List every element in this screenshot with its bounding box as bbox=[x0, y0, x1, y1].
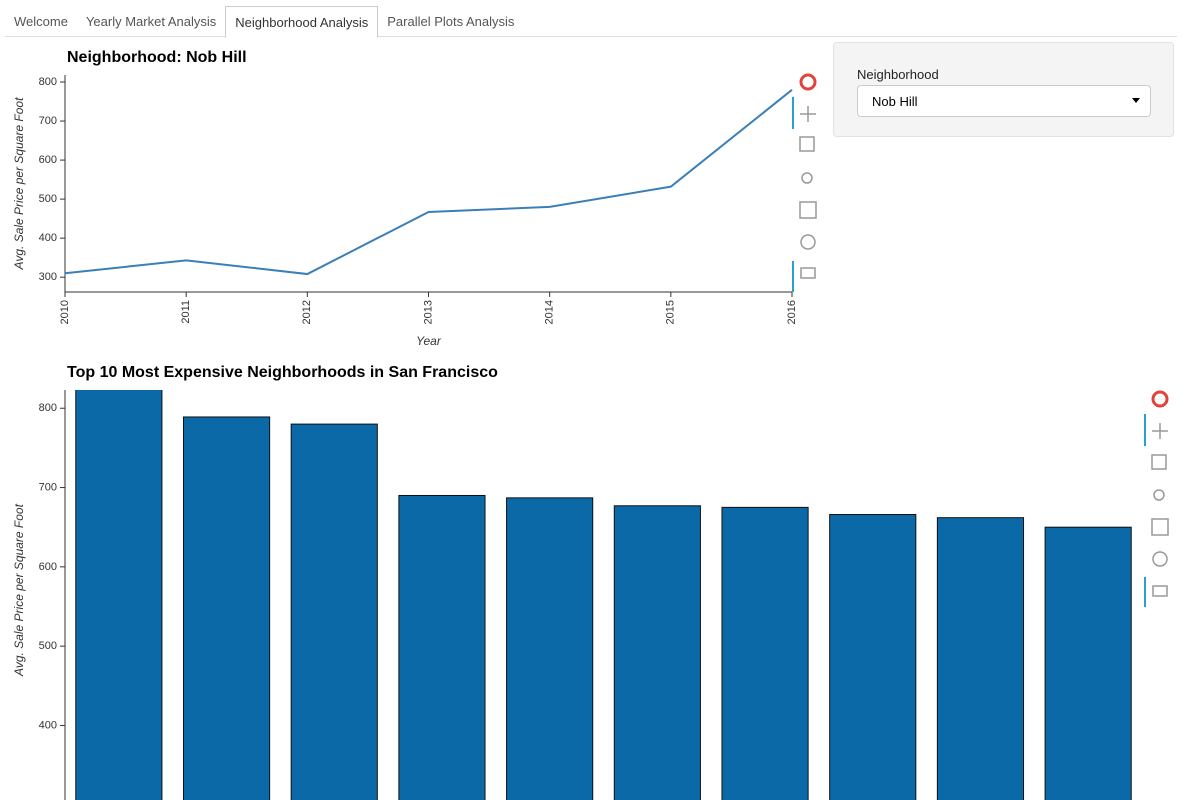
y-tick-label: 400 bbox=[39, 719, 57, 731]
y-tick-label: 400 bbox=[39, 232, 57, 244]
logo bbox=[799, 73, 817, 91]
pan-tool[interactable] bbox=[1152, 423, 1168, 439]
y-tick-label: 800 bbox=[39, 402, 57, 414]
bar bbox=[506, 497, 594, 800]
x-tick-label: 2016 bbox=[786, 300, 798, 324]
y-tick-label: 300 bbox=[39, 271, 57, 283]
chart-title: Top 10 Most Expensive Neighborhoods in S… bbox=[67, 364, 498, 381]
toolbar bbox=[792, 73, 1169, 607]
hover-tool[interactable] bbox=[800, 267, 816, 279]
x-tick-label: 2011 bbox=[180, 300, 192, 324]
reset-tool[interactable] bbox=[800, 234, 816, 250]
tab[interactable]: Yearly Market Analysis bbox=[85, 14, 217, 29]
pan-tool[interactable] bbox=[800, 106, 816, 122]
y-tick-label: 800 bbox=[39, 76, 57, 88]
y-tick-label: 500 bbox=[39, 640, 57, 652]
bar bbox=[1044, 526, 1132, 800]
select-label: Neighborhood bbox=[857, 67, 939, 82]
bar bbox=[182, 416, 271, 800]
bar bbox=[398, 494, 486, 800]
wheel-zoom-tool[interactable] bbox=[1153, 489, 1165, 501]
y-axis-label: Avg. Sale Price per Square Foot bbox=[12, 97, 26, 271]
select-arrow bbox=[1132, 98, 1140, 103]
x-tick-label: 2014 bbox=[544, 300, 556, 324]
select[interactable]: Nob Hill bbox=[857, 85, 1151, 117]
x-tick-label: 2012 bbox=[301, 300, 313, 324]
y-tick-label: 700 bbox=[39, 481, 57, 493]
select-value: Nob Hill bbox=[872, 94, 918, 109]
bar bbox=[721, 506, 809, 800]
x-tick-label: 2013 bbox=[422, 300, 434, 324]
logo bbox=[1151, 390, 1169, 408]
tab[interactable]: Welcome bbox=[14, 14, 68, 29]
y-tick-label: 600 bbox=[39, 561, 57, 573]
save-tool[interactable] bbox=[1151, 518, 1169, 536]
y-tick-label: 700 bbox=[39, 115, 57, 127]
tab[interactable]: Neighborhood Analysis bbox=[225, 6, 379, 38]
wheel-zoom-tool[interactable] bbox=[801, 172, 813, 184]
bar bbox=[829, 514, 917, 800]
line bbox=[64, 89, 793, 276]
x-tick-label: 2010 bbox=[59, 300, 71, 324]
y-tick-label: 500 bbox=[39, 193, 57, 205]
x-tick-label: 2015 bbox=[665, 300, 677, 324]
x-axis-label: Year bbox=[416, 334, 442, 348]
bar bbox=[290, 423, 378, 800]
save-tool[interactable] bbox=[799, 201, 817, 219]
bar bbox=[936, 517, 1025, 800]
hover-tool[interactable] bbox=[1152, 585, 1168, 597]
bar bbox=[613, 505, 701, 800]
reset-tool[interactable] bbox=[1152, 551, 1168, 567]
zoom-tool[interactable] bbox=[1151, 454, 1167, 470]
zoom-tool[interactable] bbox=[799, 136, 815, 152]
bar bbox=[75, 390, 163, 800]
bars bbox=[75, 390, 1132, 800]
tab[interactable]: Parallel Plots Analysis bbox=[387, 14, 515, 29]
y-axis-label: Avg. Sale Price per Square Foot bbox=[12, 503, 26, 677]
tab-bar: Welcome Yearly Market Analysis Neighborh… bbox=[5, 6, 1177, 38]
y-tick-label: 600 bbox=[39, 154, 57, 166]
chart-title: Neighborhood: Nob Hill bbox=[67, 49, 247, 66]
widget-panel: Neighborhood Nob Hill bbox=[833, 42, 1174, 137]
